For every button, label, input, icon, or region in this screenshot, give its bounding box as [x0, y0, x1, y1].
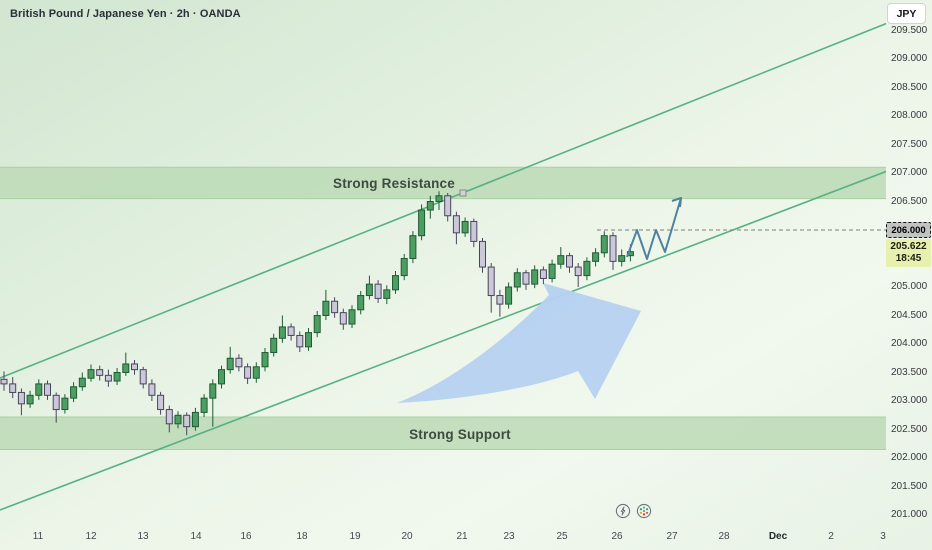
resistance-zone[interactable] — [0, 166, 886, 200]
time-tick-label: 28 — [718, 531, 730, 542]
price-tick-label: 205.000 — [891, 281, 928, 292]
price-tick-label: 203.000 — [891, 395, 928, 406]
price-tick-label: 201.500 — [891, 480, 928, 492]
time-tick-label: 25 — [556, 531, 568, 542]
price-tick-label: 207.000 — [891, 167, 928, 178]
bar-countdown: 18:45 — [895, 253, 922, 264]
plot-area[interactable] — [0, 22, 890, 511]
drawing-anchor-handle[interactable] — [459, 189, 467, 197]
price-tick-label: 208.500 — [891, 81, 928, 93]
price-tick-label: 207.500 — [891, 138, 928, 150]
price-tick-label: 209.000 — [891, 53, 928, 64]
currency-button[interactable]: JPY — [887, 3, 926, 24]
price-tick-label: 208.000 — [891, 110, 928, 121]
time-tick-label: Dec — [768, 531, 788, 542]
resistance-zone-label[interactable]: Strong Resistance — [333, 176, 455, 191]
price-tick-label: 201.000 — [891, 509, 928, 520]
time-tick-label: 12 — [85, 531, 97, 542]
price-tick-label: 202.500 — [891, 423, 928, 435]
price-tick-label: 204.500 — [891, 309, 928, 321]
support-zone[interactable] — [0, 416, 886, 450]
price-tick-label: 204.000 — [891, 338, 928, 349]
technicals-gauge-icon[interactable] — [636, 503, 652, 519]
price-tick-label: 206.500 — [891, 195, 928, 207]
time-tick-label: 19 — [349, 531, 361, 542]
zigzag-arrowhead — [671, 197, 682, 208]
time-tick-label: 14 — [190, 531, 202, 542]
time-tick-label: 11 — [32, 531, 44, 542]
time-tick-label: 26 — [611, 531, 623, 542]
price-tick-label: 202.000 — [891, 452, 928, 463]
time-tick-label: 3 — [880, 531, 886, 542]
time-tick-label: 20 — [401, 531, 413, 542]
time-tick-label: 21 — [456, 531, 468, 542]
time-tick-label: 16 — [240, 531, 252, 542]
time-tick-label: 2 — [828, 531, 834, 542]
price-tick-label: 209.500 — [891, 24, 928, 36]
support-zone-label[interactable]: Strong Support — [409, 427, 511, 442]
time-tick-label: 13 — [137, 531, 149, 542]
time-tick-label: 23 — [503, 531, 515, 542]
last-price-value: 205.622 — [890, 241, 927, 252]
lightning-icon[interactable] — [615, 503, 631, 519]
alert-price-badge[interactable]: 206.000 — [886, 222, 931, 238]
channel-lower-line[interactable] — [0, 170, 890, 511]
last-price-badge: 205.622 18:45 — [886, 239, 931, 267]
trend-arrow-drawing[interactable] — [397, 283, 641, 403]
zigzag-projection-drawing[interactable] — [626, 197, 682, 260]
candlestick-series[interactable] — [0, 191, 634, 436]
time-tick-label: 27 — [666, 531, 678, 542]
footer-icons — [615, 503, 652, 519]
time-tick-label: 18 — [296, 531, 308, 542]
price-tick-label: 203.500 — [891, 366, 928, 378]
symbol-title: British Pound / Japanese Yen · 2h · OAND… — [10, 8, 241, 20]
